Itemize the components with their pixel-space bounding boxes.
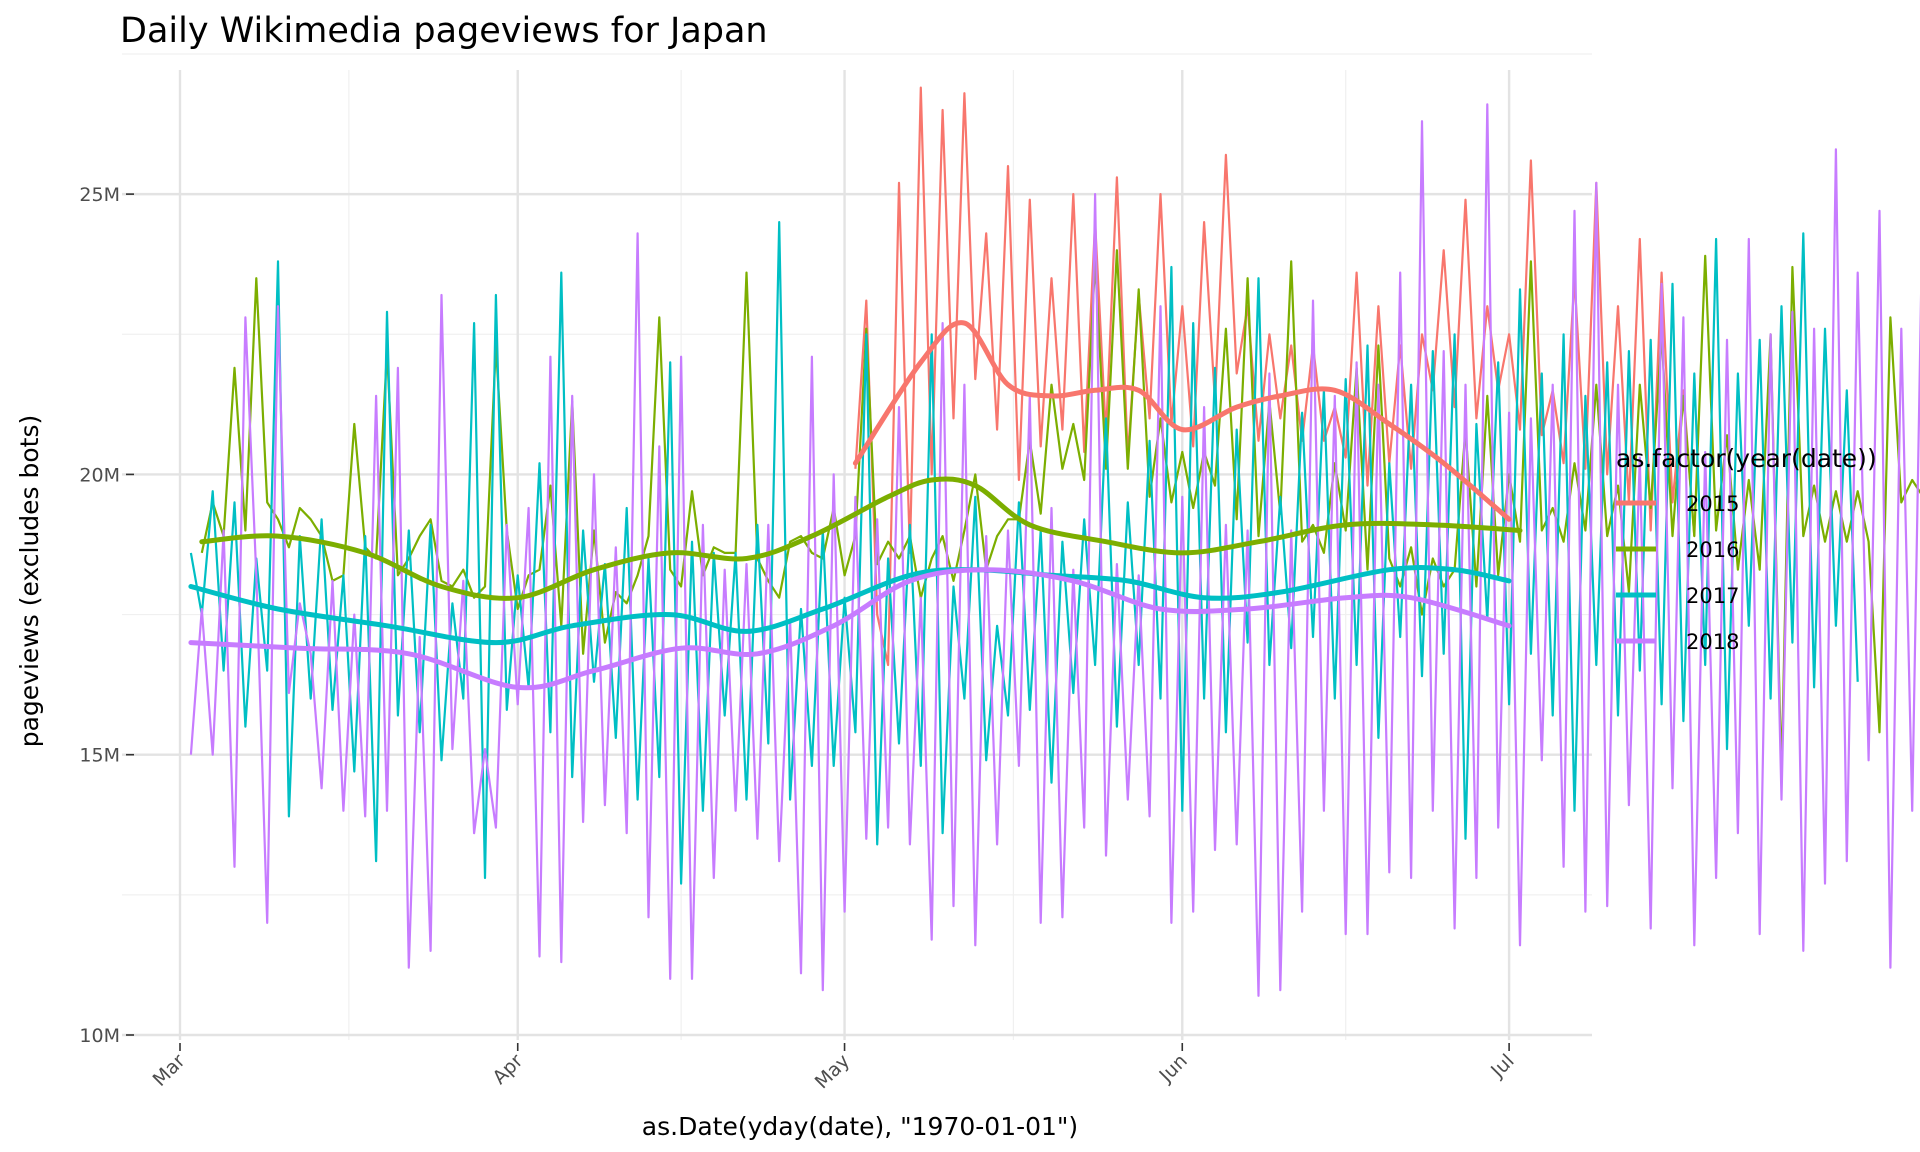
- series-line-2018: [189, 103, 1920, 997]
- trend-line-2015: [852, 320, 1512, 522]
- trend-line-2016: [199, 476, 1523, 601]
- series-line-2015: [854, 86, 1696, 667]
- series-lines: [189, 86, 1920, 997]
- y-tick-label: 25M: [79, 184, 120, 206]
- legend-label-2017: 2017: [1686, 584, 1739, 608]
- legend-label-2016: 2016: [1686, 538, 1739, 562]
- y-tick-label: 15M: [79, 745, 120, 767]
- y-axis-title: pageviews (excludes bots): [15, 415, 44, 748]
- trend-line-2018: [188, 567, 1512, 691]
- legend: as.factor(year(date)) 2015 2016 2017 2018: [1616, 444, 1877, 654]
- legend-title: as.factor(year(date)): [1616, 444, 1877, 473]
- x-tick-label: Jul: [1486, 1050, 1518, 1082]
- trend-line-2017: [188, 565, 1512, 646]
- x-axis-title: as.Date(yday(date), "1970-01-01"): [642, 1112, 1078, 1141]
- x-tick-label: May: [811, 1050, 854, 1093]
- chart-title: Daily Wikimedia pageviews for Japan: [120, 11, 768, 51]
- trend-lines: [188, 320, 1523, 691]
- x-tick-label: Mar: [149, 1050, 190, 1091]
- x-tick-label: Apr: [488, 1050, 527, 1089]
- x-tick-label: Jun: [1155, 1050, 1192, 1087]
- y-tick-label: 10M: [79, 1025, 120, 1047]
- grid-major: [122, 70, 1592, 1040]
- legend-label-2018: 2018: [1686, 630, 1739, 654]
- y-tick-label: 20M: [79, 464, 120, 486]
- legend-label-2015: 2015: [1686, 492, 1739, 516]
